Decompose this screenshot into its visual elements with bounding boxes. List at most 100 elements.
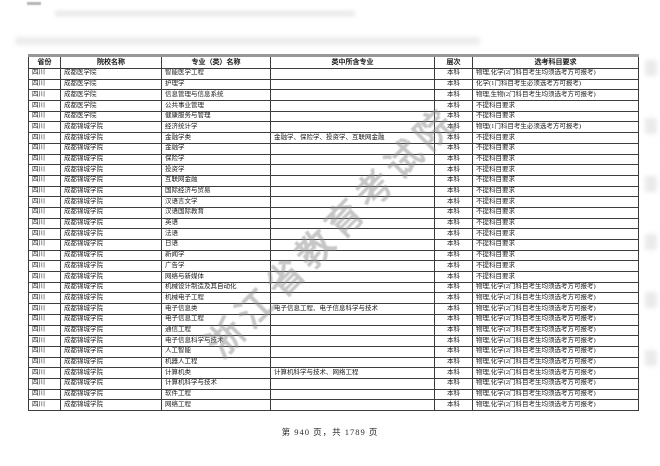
cell: 不提科目要求	[472, 110, 639, 123]
cell: 智能医学工程	[161, 68, 271, 80]
cell: 四川	[28, 68, 61, 80]
cell: 金融学、保险学、投资学、互联网金融	[270, 132, 435, 144]
cell: 成都锦城学院	[60, 239, 162, 251]
cell: 不提科目要求	[472, 271, 639, 283]
cell: 本科	[434, 228, 473, 240]
cell: 本科	[434, 249, 473, 262]
cell	[270, 174, 435, 187]
table-row: 四川 成都锦城学院 电子信息科学与技术 本科 物理,化学(2门科目考生均须选考方可报考)	[28, 335, 639, 347]
cell: 物理,化学(2门科目考生均须选考方可报考)	[472, 292, 639, 305]
table-row: 四川 成都锦城学院 计算机科学与技术 本科 物理,化学(2门科目考生均须选考方可报考)	[28, 377, 639, 390]
cell: 不提科目要求	[472, 206, 639, 219]
cell: 不提科目要求	[472, 100, 639, 112]
table-row: 四川 成都锦城学院 金融学 本科 不提科目要求	[28, 142, 639, 155]
table-header-row: 省份 院校名称 专业（类）名称 类中所含专业 层次 选考科目要求	[28, 55, 639, 69]
cell: 成都锦城学院	[60, 249, 162, 262]
cell: 电子信息科学与技术	[161, 335, 271, 347]
cell	[270, 164, 435, 176]
cell: 四川	[28, 356, 61, 369]
cell	[270, 121, 435, 134]
cell	[270, 78, 435, 91]
cell: 本科	[434, 260, 473, 273]
cell: 广告学	[161, 260, 271, 273]
cell: 不提科目要求	[472, 196, 639, 208]
cell: 金融学类	[161, 132, 271, 144]
table-row: 四川 成都锦城学院 国际经济与贸易 本科 不提科目要求	[28, 185, 639, 198]
table-row: 四川 成都锦城学院 法语 本科 不提科目要求	[28, 228, 639, 240]
cell: 物理,化学(2门科目考生均须选考方可报考)	[472, 377, 639, 390]
table-row: 四川 成都锦城学院 投资学 本科 不提科目要求	[28, 164, 639, 176]
cell: 四川	[28, 206, 61, 219]
cell	[270, 206, 435, 219]
cell: 本科	[434, 377, 473, 390]
cell: 物理,化学(2门科目考生均须选考方可报考)	[472, 313, 639, 326]
cell: 机器人工程	[161, 356, 271, 369]
table-row: 四川 成都锦城学院 通信工程 本科 物理,化学(2门科目考生均须选考方可报考)	[28, 324, 639, 337]
cell: 成都锦城学院	[60, 345, 162, 358]
cell: 物理,化学(2门科目考生均须选考方可报考)	[472, 324, 639, 337]
table-row: 四川 成都医学院 健康服务与管理 本科 不提科目要求	[28, 110, 639, 123]
cell: 四川	[28, 303, 61, 315]
table-row: 四川 成都锦城学院 计算机类 计算机科学与技术、网络工程 本科 物理,化学(2门科目考生均…	[28, 367, 639, 379]
cell: 网络与新媒体	[161, 271, 271, 283]
table-row: 四川 成都锦城学院 新闻学 本科 不提科目要求	[28, 249, 639, 262]
cell: 本科	[434, 303, 473, 315]
table-row: 四川 成都锦城学院 电子信息类 电子信息工程、电子信息科学与技术 本科 物理,化学(2门科…	[28, 303, 639, 315]
cell: 成都锦城学院	[60, 281, 162, 294]
cell: 成都锦城学院	[60, 174, 162, 187]
table-row: 四川 成都锦城学院 机械电子工程 本科 物理,化学(2门科目考生均须选考方可报考)	[28, 292, 639, 305]
cell	[270, 100, 435, 112]
cell: 金融学	[161, 142, 271, 155]
cell: 成都锦城学院	[60, 142, 162, 155]
header-cell: 院校名称	[60, 55, 162, 69]
cell: 本科	[434, 399, 473, 411]
cell: 成都锦城学院	[60, 153, 162, 166]
cell: 国际经济与贸易	[161, 185, 271, 198]
cell	[270, 68, 435, 80]
cell	[270, 185, 435, 198]
cell: 本科	[434, 89, 473, 102]
table-row: 四川 成都锦城学院 机械设计制造及其自动化 本科 物理,化学(2门科目考生均须选考方可报…	[28, 281, 639, 294]
cell: 不提科目要求	[472, 239, 639, 251]
cell: 不提科目要求	[472, 185, 639, 198]
table-row: 四川 成都医学院 智能医学工程 本科 物理,化学(2门科目考生均须选考方可报考)	[28, 68, 639, 80]
cell: 四川	[28, 121, 61, 134]
cell: 本科	[434, 367, 473, 379]
table-row: 四川 成都医学院 信息管理与信息系统 本科 物理,生物(2门科目考生均须选考方可报考)	[28, 89, 639, 102]
cell: 本科	[434, 335, 473, 347]
cell	[270, 110, 435, 123]
cell: 公共事业管理	[161, 100, 271, 112]
cell: 成都锦城学院	[60, 377, 162, 390]
cell: 物理,化学(2门科目考生均须选考方可报考)	[472, 367, 639, 379]
cell	[270, 260, 435, 273]
cell: 经济统计学	[161, 121, 271, 134]
cell: 物理,化学(2门科目考生均须选考方可报考)	[472, 335, 639, 347]
cell: 日语	[161, 239, 271, 251]
cell: 成都锦城学院	[60, 217, 162, 230]
table-row: 四川 成都锦城学院 人工智能 本科 物理,化学(2门科目考生均须选考方可报考)	[28, 345, 639, 358]
cell	[270, 228, 435, 240]
table-row: 四川 成都锦城学院 电子信息工程 本科 物理,化学(2门科目考生均须选考方可报考)	[28, 313, 639, 326]
cell: 软件工程	[161, 388, 271, 401]
cell: 电子信息工程	[161, 313, 271, 326]
cell	[270, 281, 435, 294]
cell: 保险学	[161, 153, 271, 166]
cell: 不提科目要求	[472, 260, 639, 273]
cell	[270, 249, 435, 262]
cell: 物理,化学(2门科目考生均须选考方可报考)	[472, 356, 639, 369]
cell: 四川	[28, 292, 61, 305]
cell: 不提科目要求	[472, 132, 639, 144]
cell: 不提科目要求	[472, 228, 639, 240]
cell: 互联网金融	[161, 174, 271, 187]
cell	[270, 324, 435, 337]
cell	[270, 196, 435, 208]
cell: 机械电子工程	[161, 292, 271, 305]
cell: 本科	[434, 142, 473, 155]
cell: 机械设计制造及其自动化	[161, 281, 271, 294]
cell: 不提科目要求	[472, 217, 639, 230]
cell: 成都锦城学院	[60, 164, 162, 176]
cell: 四川	[28, 313, 61, 326]
cell: 四川	[28, 142, 61, 155]
cell: 四川	[28, 78, 61, 91]
